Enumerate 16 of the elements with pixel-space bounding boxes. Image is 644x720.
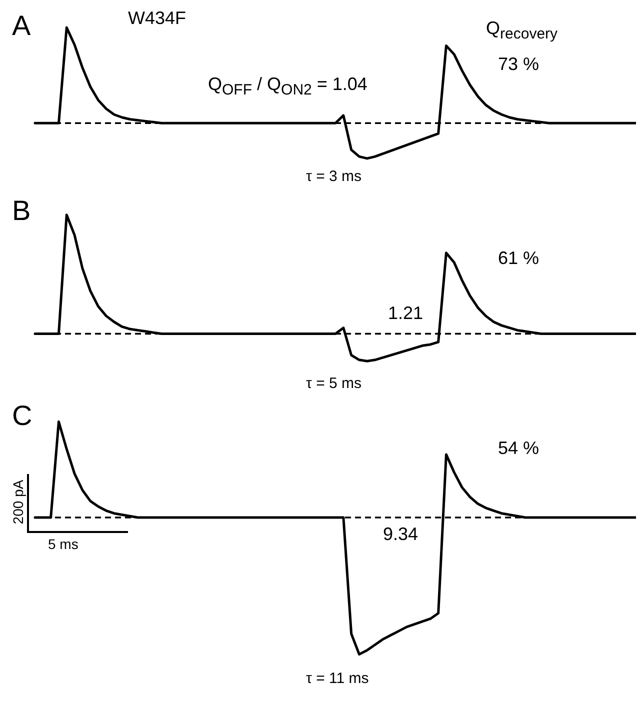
chart-title: C <box>12 400 32 432</box>
annotation: W434F <box>128 8 186 29</box>
text: τ = 11 ms <box>306 670 369 687</box>
text: τ = 3 ms <box>306 168 362 185</box>
annotation: 5 ms <box>48 536 78 552</box>
annotation: 61 % <box>498 248 540 269</box>
annotation: 1.21 <box>388 303 424 324</box>
chart-title: B <box>12 195 31 227</box>
text: 200 pA <box>10 478 26 526</box>
text: τ = 5 ms <box>306 375 362 392</box>
annotation: Q$_{OFF}$ / Q$_{ON2}$ = 1.04 <box>208 74 368 99</box>
annotation: Q$_{recovery}$ <box>486 18 558 43</box>
annotation: 9.34 <box>383 524 418 545</box>
annotation: 73 % <box>498 54 540 75</box>
chart-title: A <box>12 10 31 42</box>
annotation: 54 % <box>498 438 540 459</box>
